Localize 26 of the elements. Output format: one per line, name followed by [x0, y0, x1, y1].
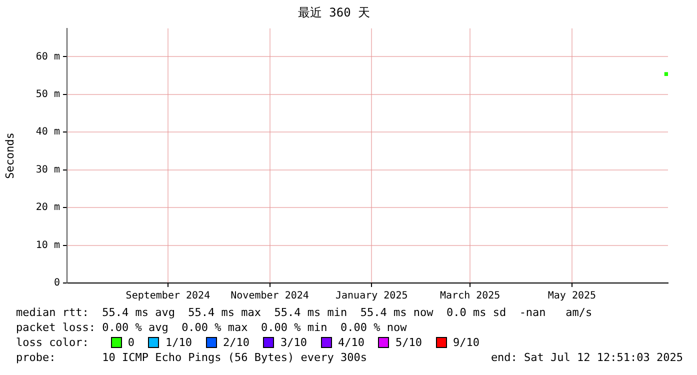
- y-tick-label: 10 m: [36, 240, 60, 251]
- y-axis-title: Seconds: [3, 132, 16, 179]
- legend-label: 0: [128, 335, 134, 350]
- legend-label: 2/10: [222, 335, 250, 350]
- x-tick-label: January 2025: [335, 290, 408, 302]
- legend-label: 1/10: [165, 335, 192, 350]
- x-tick-label: March 2025: [440, 290, 500, 302]
- y-tick-label: 0: [54, 278, 60, 289]
- legend-label: 9/10: [452, 335, 480, 350]
- x-tick-label: September 2024: [126, 290, 210, 302]
- legend-label: 5/10: [395, 335, 422, 350]
- text: probe: 10 ICMP Echo Pings (56 Bytes) every 300s: [16, 350, 367, 365]
- y-tick-label: 50 m: [36, 89, 60, 100]
- legend-label: 4/10: [338, 335, 364, 350]
- y-tick-label: 20 m: [36, 202, 60, 214]
- x-tick-label: November 2024: [230, 290, 309, 302]
- chart-title: 最近 360 天: [298, 5, 370, 20]
- y-tick-label: 30 m: [36, 164, 60, 176]
- y-tick-label: 40 m: [36, 126, 60, 138]
- legend-label: 3/10: [280, 335, 307, 350]
- text: loss color:: [16, 335, 89, 350]
- x-tick-label: May 2025: [548, 290, 596, 302]
- text: median rtt: 55.4 ms avg 55.4 ms max 55.4 ms min 55.4 ms now 0.0 ms sd -nan am/s: [16, 306, 592, 319]
- text: packet loss: 0.00 % avg 0.00 % max 0.00 % min 0.00 % now: [16, 321, 407, 334]
- y-tick-label: 60 m: [36, 51, 60, 62]
- text: end: Sat Jul 12 12:51:03 2025: [490, 350, 683, 365]
